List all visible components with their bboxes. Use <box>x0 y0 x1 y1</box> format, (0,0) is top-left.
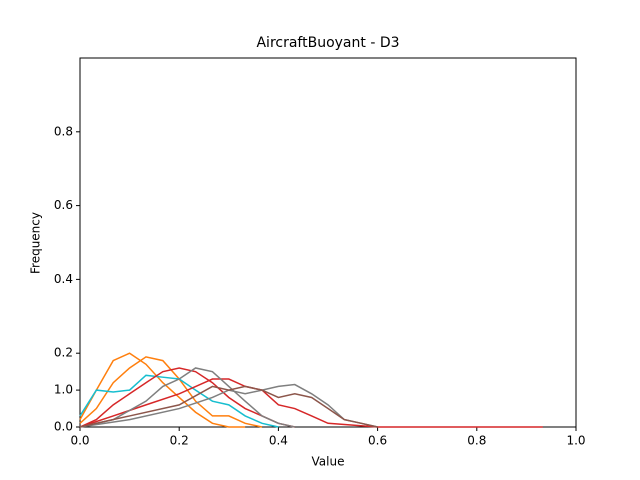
series-line <box>79 374 279 428</box>
chart-title: AircraftBuoyant - D3 <box>256 35 399 51</box>
y-tick-label: 0.2 <box>54 346 73 360</box>
y-tick-label: 1.0 <box>54 383 73 397</box>
x-axis-label: Value <box>312 455 345 469</box>
y-tick-label: 0.0 <box>54 420 73 434</box>
series-line <box>79 378 543 428</box>
series-line <box>79 352 246 428</box>
series-line <box>79 367 295 428</box>
x-tick-label: 0.0 <box>70 434 89 448</box>
series-line <box>79 385 378 428</box>
y-tick-label: 0.6 <box>54 198 73 212</box>
series-line <box>79 367 295 428</box>
x-tick-label: 0.4 <box>269 434 288 448</box>
y-tick-label: 0.4 <box>54 272 73 286</box>
x-tick-label: 1.0 <box>566 434 585 448</box>
x-tick-label: 0.6 <box>368 434 387 448</box>
x-tick-label: 0.8 <box>467 434 486 448</box>
y-axis-label: Frequency <box>29 212 43 274</box>
x-tick-label: 0.2 <box>170 434 189 448</box>
plot-frame <box>79 57 577 428</box>
y-tick-label: 0.8 <box>54 124 73 138</box>
